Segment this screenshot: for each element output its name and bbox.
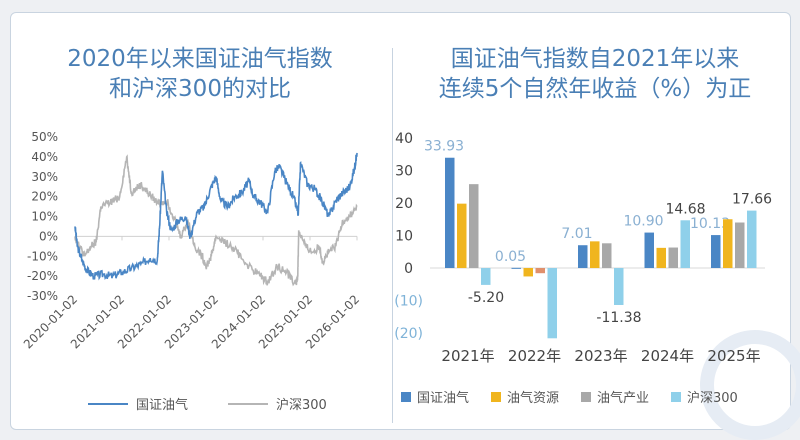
y-tick-label: 10 (395, 229, 413, 245)
bar-油气资源 (656, 247, 666, 268)
y-tick-label: 30% (31, 170, 58, 184)
series-line-csi300 (74, 154, 358, 287)
y-tick-label: (20) (394, 326, 423, 342)
y-tick-label: 50% (31, 130, 58, 144)
bar-沪深300 (747, 210, 757, 268)
bar-沪深300 (614, 268, 624, 305)
x-category-label: 2024年 (641, 347, 694, 365)
bar-油气产业 (602, 243, 612, 268)
line-chart: 50%40%30%20%10%0%-10%-20%-30%2020-01-022… (21, 130, 362, 413)
right-title-line2: 连续5个自然年收益（%）为正 (438, 76, 752, 102)
y-tick-label: 0 (404, 261, 413, 277)
y-tick-label: 10% (31, 210, 58, 224)
y-tick-label: 30 (395, 164, 413, 180)
left-title-line2: 和沪深300的对比 (109, 76, 291, 102)
y-tick-label: 20% (31, 190, 58, 204)
right-chart-title: 国证油气指数自2021年以来 连续5个自然年收益（%）为正 (400, 44, 790, 104)
data-label: 7.01 (561, 226, 592, 242)
bar-国证油气 (711, 235, 721, 268)
bar-油气资源 (723, 219, 733, 268)
bar-油气资源 (590, 241, 600, 268)
left-title-line1: 2020年以来国证油气指数 (67, 46, 333, 72)
x-category-label: 2021年 (441, 347, 494, 365)
x-category-label: 2025年 (707, 347, 760, 365)
legend-label: 油气资源 (507, 390, 559, 406)
data-label: 0.05 (495, 249, 526, 265)
bar-油气资源 (523, 268, 533, 277)
bar-国证油气 (445, 157, 455, 268)
divider (392, 48, 393, 423)
bar-油气产业 (469, 184, 479, 268)
data-label: 17.66 (732, 192, 772, 208)
bar-沪深300 (481, 268, 491, 285)
y-tick-label: 20 (395, 196, 413, 212)
y-tick-label: 0% (39, 229, 58, 243)
legend-label: 沪深300 (276, 397, 327, 413)
bar-油气产业 (535, 268, 545, 274)
bar-沪深300 (547, 268, 557, 339)
bar-国证油气 (578, 245, 588, 268)
legend-swatch (491, 392, 501, 402)
data-label: 14.68 (665, 201, 705, 217)
data-label: -11.38 (596, 310, 641, 326)
series-line-oil-gas (74, 152, 358, 281)
legend-label: 国证油气 (417, 390, 469, 406)
bar-chart: 40 30 20 10 0 (10) (20) 2021年 33.93 -5.20 2022年 0.0… (394, 131, 772, 406)
right-title-line1: 国证油气指数自2021年以来 (450, 46, 740, 72)
data-label: -5.20 (468, 290, 504, 306)
legend-label: 国证油气 (136, 397, 188, 413)
data-label: 33.93 (424, 139, 464, 155)
bar-国证油气 (644, 232, 654, 268)
legend-label: 沪深300 (687, 390, 738, 406)
data-label: 10.90 (623, 214, 663, 230)
x-category-label: 2022年 (508, 347, 561, 365)
left-chart-title: 2020年以来国证油气指数 和沪深300的对比 (20, 44, 380, 104)
legend-swatch (581, 392, 591, 402)
data-label: 10.13 (690, 216, 730, 232)
bar-国证油气 (511, 267, 521, 269)
bar-油气产业 (668, 247, 678, 268)
bar-油气产业 (735, 222, 745, 268)
chart-card (10, 12, 791, 430)
y-tick-label: 40 (395, 131, 413, 147)
y-tick-label: -10% (27, 249, 58, 263)
legend-swatch (401, 392, 411, 402)
y-tick-label: -20% (27, 269, 58, 283)
bar-沪深300 (680, 220, 690, 268)
legend-label: 油气产业 (597, 390, 649, 406)
y-tick-label: -30% (27, 289, 58, 303)
bar-油气资源 (457, 203, 467, 268)
x-category-label: 2023年 (574, 347, 627, 365)
y-tick-label: 40% (31, 150, 58, 164)
legend-swatch (671, 392, 681, 402)
y-tick-label: (10) (394, 294, 423, 310)
